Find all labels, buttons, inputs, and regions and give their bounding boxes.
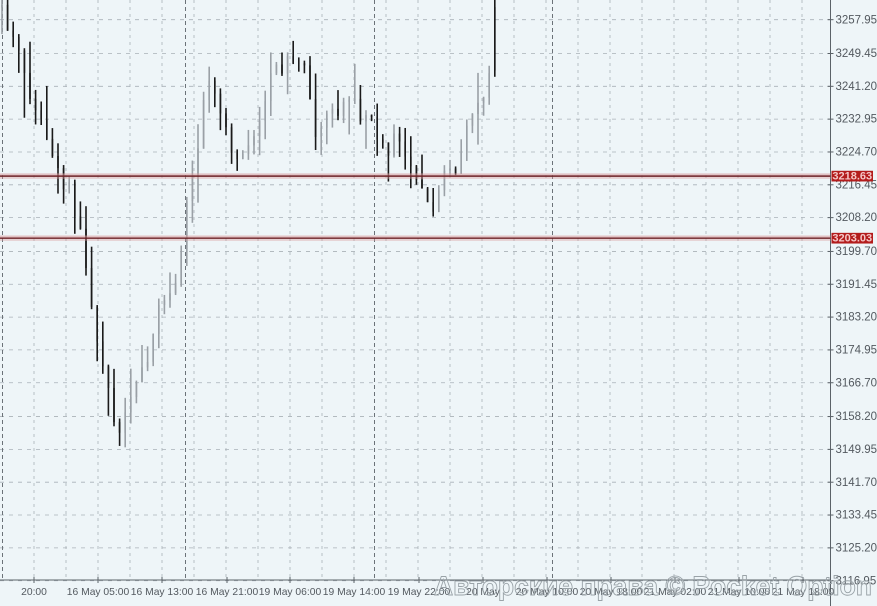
svg-text:3183.20: 3183.20 xyxy=(836,312,877,324)
svg-text:20:00: 20:00 xyxy=(21,587,47,598)
svg-text:16 May 05:00: 16 May 05:00 xyxy=(67,587,130,598)
svg-text:3218.63: 3218.63 xyxy=(832,171,872,183)
svg-text:3191.45: 3191.45 xyxy=(836,279,877,291)
svg-text:3133.45: 3133.45 xyxy=(836,510,877,522)
svg-text:3249.45: 3249.45 xyxy=(836,48,877,60)
svg-text:3208.20: 3208.20 xyxy=(836,212,877,224)
svg-text:3158.20: 3158.20 xyxy=(836,411,877,423)
svg-text:16 May 13:00: 16 May 13:00 xyxy=(131,587,194,598)
svg-text:3224.70: 3224.70 xyxy=(836,147,877,159)
svg-text:19 May 06:00: 19 May 06:00 xyxy=(259,587,322,598)
svg-text:3199.70: 3199.70 xyxy=(836,246,877,258)
svg-text:19 May 14:00: 19 May 14:00 xyxy=(323,587,386,598)
svg-text:3203.03: 3203.03 xyxy=(832,233,872,245)
svg-text:3166.70: 3166.70 xyxy=(836,377,877,389)
svg-text:3149.95: 3149.95 xyxy=(836,444,877,456)
svg-text:3241.20: 3241.20 xyxy=(836,81,877,93)
svg-text:3125.20: 3125.20 xyxy=(836,542,877,554)
svg-text:3232.95: 3232.95 xyxy=(836,114,877,126)
svg-text:3174.95: 3174.95 xyxy=(836,345,877,357)
svg-text:16 May 21:00: 16 May 21:00 xyxy=(196,587,259,598)
svg-text:3141.70: 3141.70 xyxy=(836,477,877,489)
svg-text:3257.95: 3257.95 xyxy=(836,14,877,26)
